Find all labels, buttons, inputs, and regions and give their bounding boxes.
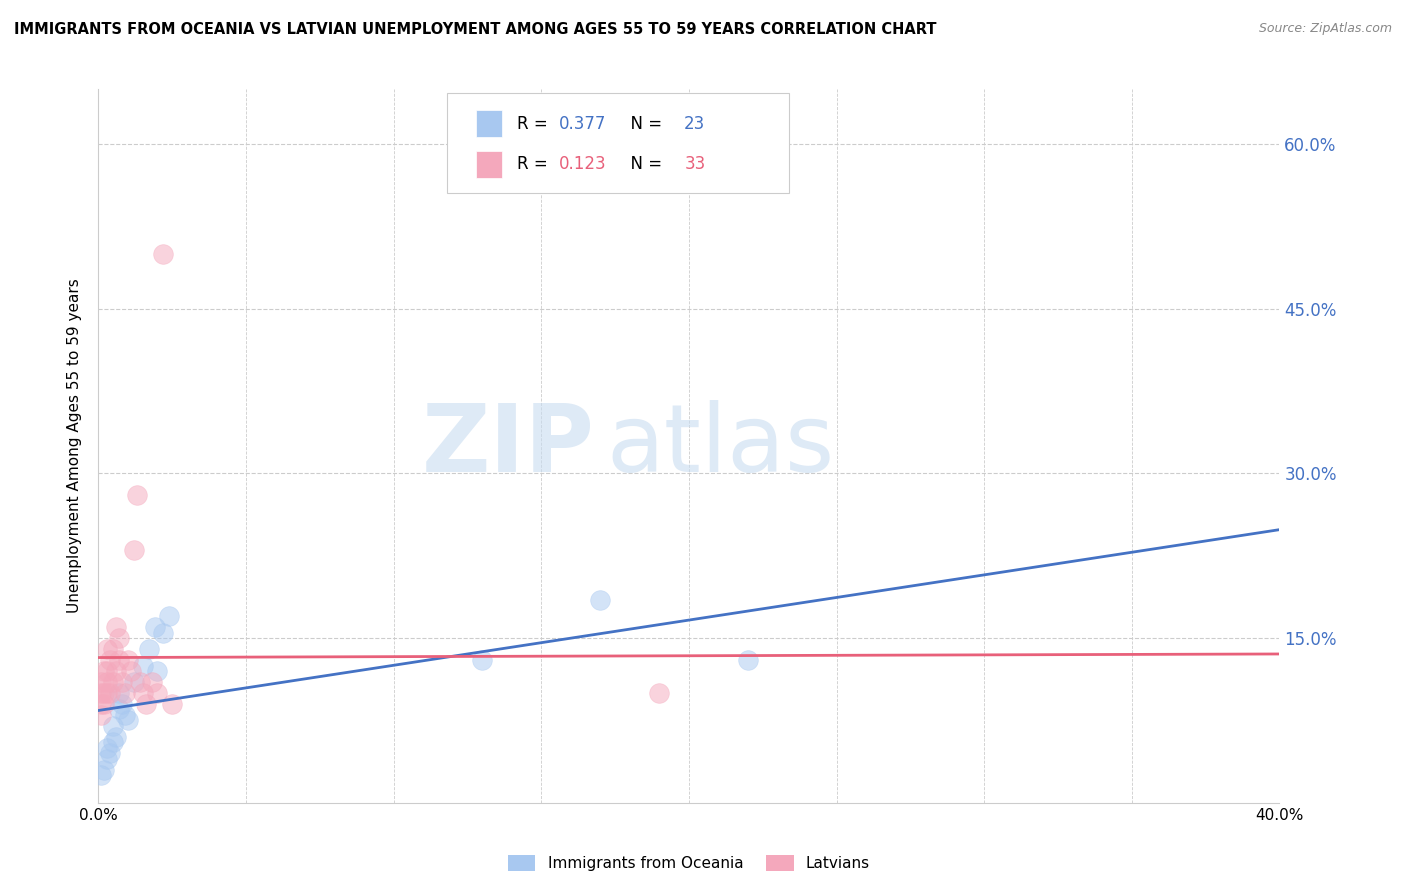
Y-axis label: Unemployment Among Ages 55 to 59 years: Unemployment Among Ages 55 to 59 years — [67, 278, 83, 614]
Text: 23: 23 — [685, 115, 706, 133]
Text: 33: 33 — [685, 155, 706, 173]
Point — [90, 686, 112, 700]
FancyBboxPatch shape — [477, 111, 502, 137]
Point — [141, 675, 163, 690]
Point — [146, 664, 169, 678]
Point — [105, 664, 128, 678]
Text: 0.377: 0.377 — [560, 115, 606, 133]
Point — [96, 664, 118, 678]
FancyBboxPatch shape — [477, 151, 502, 178]
Point — [93, 697, 115, 711]
Point — [108, 631, 131, 645]
Point — [117, 714, 139, 728]
Point — [152, 247, 174, 261]
Point — [105, 730, 128, 744]
Point — [103, 675, 125, 690]
Point — [152, 625, 174, 640]
Text: N =: N = — [620, 115, 668, 133]
Point — [93, 686, 115, 700]
Point — [114, 708, 136, 723]
Point — [132, 658, 155, 673]
Point — [589, 592, 612, 607]
Point — [96, 642, 118, 657]
Point — [98, 686, 121, 700]
Point — [648, 686, 671, 700]
Point — [114, 686, 136, 700]
Text: Source: ZipAtlas.com: Source: ZipAtlas.com — [1258, 22, 1392, 36]
Point — [108, 653, 131, 667]
Point — [737, 653, 759, 667]
Point — [90, 708, 112, 723]
Text: R =: R = — [516, 115, 553, 133]
Point — [143, 620, 166, 634]
Point — [128, 675, 150, 690]
Point — [98, 747, 121, 761]
Point — [471, 653, 494, 667]
FancyBboxPatch shape — [447, 93, 789, 193]
Point — [111, 697, 134, 711]
Point — [96, 740, 118, 755]
Text: atlas: atlas — [606, 400, 835, 492]
Legend: Immigrants from Oceania, Latvians: Immigrants from Oceania, Latvians — [502, 849, 876, 877]
Point — [98, 653, 121, 667]
Point — [103, 642, 125, 657]
Text: 0.123: 0.123 — [560, 155, 606, 173]
Point — [132, 686, 155, 700]
Point — [117, 653, 139, 667]
Point — [138, 642, 160, 657]
Text: N =: N = — [620, 155, 668, 173]
Point — [105, 620, 128, 634]
Point — [108, 686, 131, 700]
Point — [135, 697, 157, 711]
Point — [96, 686, 118, 700]
Point — [157, 609, 180, 624]
Point — [90, 768, 112, 782]
Point — [122, 675, 145, 690]
Text: R =: R = — [516, 155, 553, 173]
Point — [90, 697, 112, 711]
Text: IMMIGRANTS FROM OCEANIA VS LATVIAN UNEMPLOYMENT AMONG AGES 55 TO 59 YEARS CORREL: IMMIGRANTS FROM OCEANIA VS LATVIAN UNEMP… — [14, 22, 936, 37]
Point — [93, 763, 115, 777]
Point — [96, 675, 118, 690]
Point — [108, 702, 131, 716]
Point — [122, 543, 145, 558]
Point — [103, 719, 125, 733]
Point — [120, 664, 142, 678]
Point — [146, 686, 169, 700]
Point — [103, 735, 125, 749]
Point — [93, 664, 115, 678]
Point — [90, 675, 112, 690]
Text: ZIP: ZIP — [422, 400, 595, 492]
Point — [111, 675, 134, 690]
Point — [125, 488, 148, 502]
Point — [96, 752, 118, 766]
Point — [162, 697, 183, 711]
